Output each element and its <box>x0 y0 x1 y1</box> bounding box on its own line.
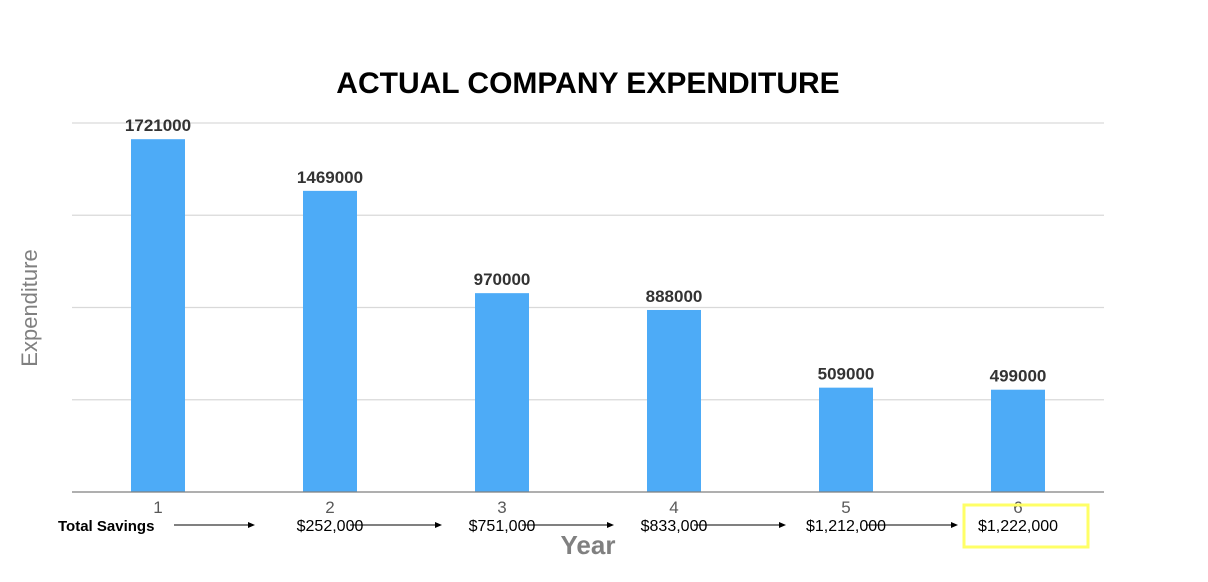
bar <box>475 293 529 492</box>
x-tick-label: 2 <box>325 498 334 517</box>
bar <box>991 389 1045 492</box>
x-tick-labels: 1 2 3 4 5 6 <box>153 498 1022 517</box>
data-label: 970000 <box>474 270 531 289</box>
savings-arrow <box>866 522 958 528</box>
savings-arrow <box>522 522 614 528</box>
total-savings-label: Total Savings <box>58 518 154 535</box>
data-label: 509000 <box>818 365 875 384</box>
savings-value: $833,000 <box>641 518 708 535</box>
data-label: 1721000 <box>125 116 191 135</box>
savings-value: $252,000 <box>297 518 364 535</box>
total-savings-row: Total Savings $252,000 $751,000 $833,000 $1… <box>58 503 1090 549</box>
bars <box>131 139 1045 493</box>
x-tick-label: 5 <box>841 498 850 517</box>
data-label: 1469000 <box>297 168 363 187</box>
savings-value: $1,222,000 <box>978 518 1058 535</box>
bar <box>303 190 357 493</box>
x-tick-label: 6 <box>1013 498 1022 517</box>
savings-value: $1,212,000 <box>806 518 886 535</box>
x-tick-label: 3 <box>497 498 506 517</box>
savings-value: $751,000 <box>469 518 536 535</box>
bar <box>131 139 185 492</box>
x-tick-label: 4 <box>669 498 678 517</box>
chart-title: ACTUAL COMPANY EXPENDITURE <box>336 67 839 100</box>
highlight-box <box>962 503 1090 549</box>
x-axis-label: Year <box>561 530 616 560</box>
savings-arrow <box>694 522 786 528</box>
savings-arrow <box>174 522 255 528</box>
data-labels: 1721000 1469000 970000 888000 509000 499000 <box>125 116 1046 386</box>
y-axis-label: Expenditure <box>17 249 42 366</box>
data-label: 499000 <box>990 367 1047 386</box>
bar <box>819 387 873 492</box>
data-label: 888000 <box>646 287 703 306</box>
bar <box>647 309 701 492</box>
savings-arrow <box>350 522 442 528</box>
gridlines <box>72 122 1104 401</box>
x-tick-label: 1 <box>153 498 162 517</box>
